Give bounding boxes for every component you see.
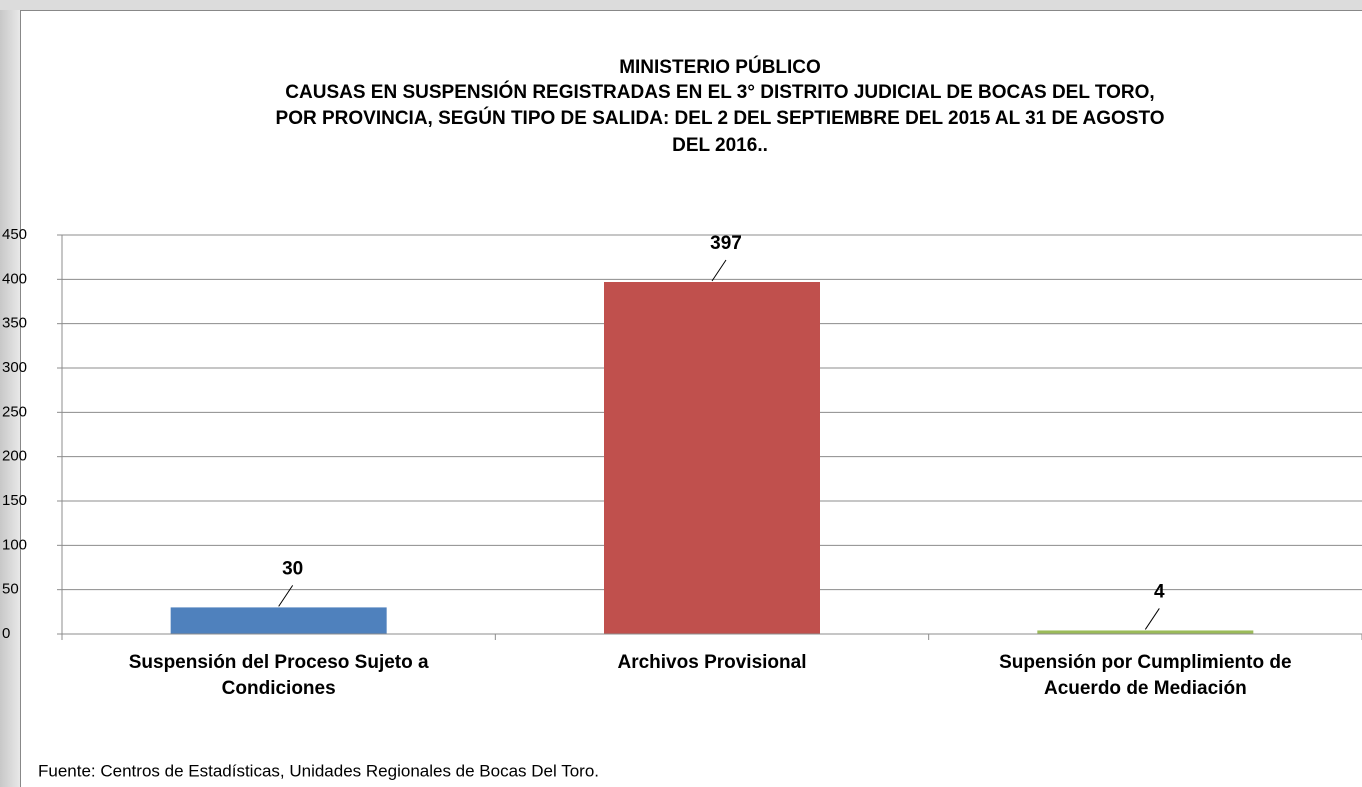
label-leader: [278, 585, 294, 607]
value-label: 4: [1154, 581, 1165, 602]
label-leader: [711, 259, 727, 282]
x-tick-label: Archivos Provisional: [617, 652, 806, 673]
y-tick-label: 0: [2, 625, 10, 642]
label-leader: [1144, 608, 1160, 630]
x-tick-label: Supensión por Cumplimiento de: [999, 652, 1291, 673]
side-panel: [0, 0, 20, 787]
y-tick-label: 100: [2, 536, 27, 553]
y-tick-label: 450: [2, 226, 27, 243]
y-tick-label: 50: [2, 581, 19, 598]
bar: [170, 607, 387, 634]
chart-title: MINISTERIO PÚBLICO CAUSAS EN SUSPENSIÓN R…: [276, 56, 1165, 156]
value-label: 30: [282, 558, 303, 579]
title-line: POR PROVINCIA, SEGÚN TIPO DE SALIDA: DEL…: [276, 107, 1165, 129]
title-line: CAUSAS EN SUSPENSIÓN REGISTRADAS EN EL 3…: [285, 81, 1154, 103]
y-tick-label: 400: [2, 270, 27, 287]
x-tick-label: Acuerdo de Mediación: [1044, 678, 1247, 699]
bar: [604, 281, 820, 634]
y-tick-label: 200: [2, 448, 27, 465]
x-tick-label: Condiciones: [222, 678, 336, 699]
source-note: Fuente: Centros de Estadísticas, Unidade…: [38, 761, 599, 780]
y-tick-label: 300: [2, 359, 27, 376]
y-tick-label: 150: [2, 492, 27, 509]
title-line: DEL 2016..: [672, 135, 768, 156]
value-label: 397: [710, 233, 742, 254]
y-tick-label: 250: [2, 403, 27, 420]
x-tick-label: Suspensión del Proceso Sujeto a: [129, 652, 429, 673]
top-panel: [0, 0, 1362, 10]
bar: [1037, 630, 1254, 634]
title-line: MINISTERIO PÚBLICO: [619, 56, 821, 78]
y-tick-label: 350: [2, 315, 27, 332]
